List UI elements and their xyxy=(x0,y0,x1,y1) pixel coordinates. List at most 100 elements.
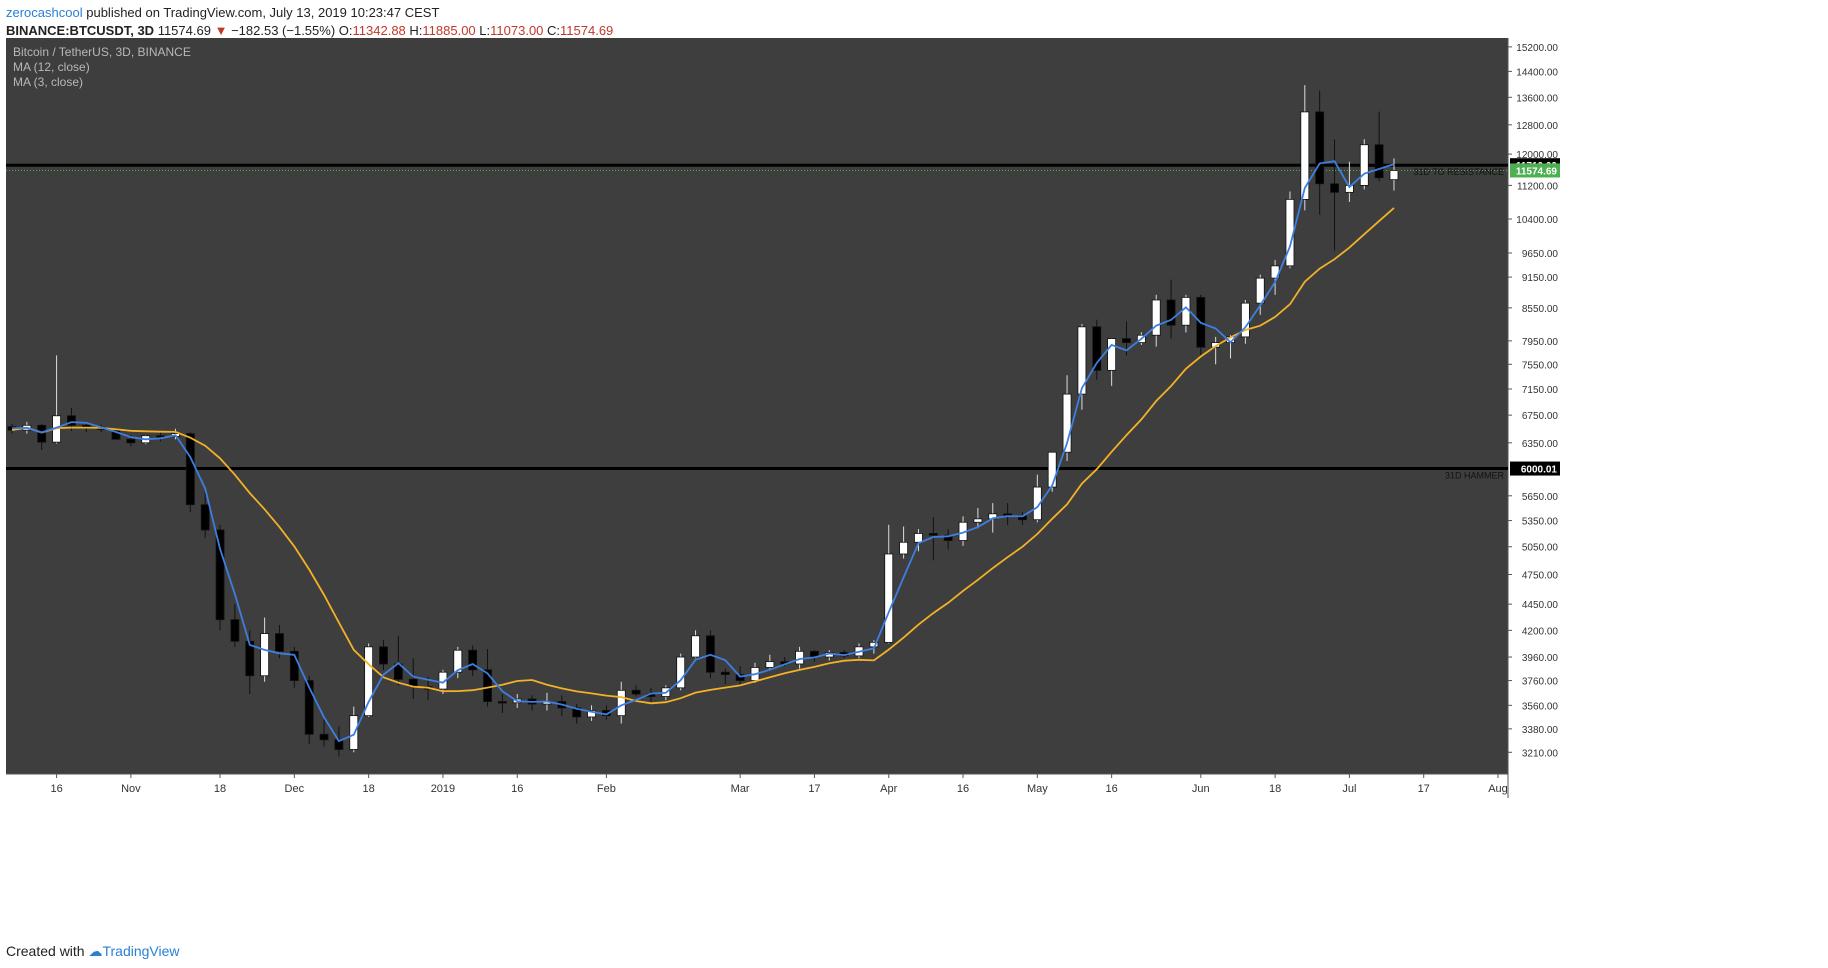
published-text: published on TradingView.com, July 13, 2… xyxy=(86,5,440,20)
candle-up xyxy=(1151,299,1161,336)
candle-up xyxy=(1300,111,1310,200)
price-tick-label: 5050.00 xyxy=(1522,543,1559,554)
last-price-tag xyxy=(1510,163,1560,178)
low-label: L: xyxy=(479,23,491,38)
level-price-tag xyxy=(1510,461,1560,476)
price-tick-label: 12000.00 xyxy=(1516,150,1558,161)
candle-up xyxy=(1255,277,1265,304)
price-tick-label: 12800.00 xyxy=(1516,121,1558,132)
open-value: 11342.88 xyxy=(352,23,406,38)
candle-down xyxy=(1315,111,1325,185)
change-text: −182.53 (−1.55%) xyxy=(231,23,336,38)
tradingview-link[interactable]: TradingView xyxy=(102,943,180,959)
candle-down xyxy=(289,650,299,681)
price-tick-label: 5350.00 xyxy=(1522,517,1559,528)
time-tick-label: Jun xyxy=(1192,783,1210,795)
candle-down xyxy=(497,701,507,704)
price-tick-label: 3960.00 xyxy=(1522,653,1559,664)
price-tick-label: 6350.00 xyxy=(1522,439,1559,450)
price-tick-label: 14400.00 xyxy=(1516,67,1558,78)
candle-down xyxy=(1166,299,1176,326)
open-label: O: xyxy=(338,23,353,38)
time-tick-label: Dec xyxy=(285,783,305,795)
candle-up xyxy=(676,656,686,689)
time-tick-label: 16 xyxy=(511,783,523,795)
price-tick-label: 9150.00 xyxy=(1522,273,1559,284)
time-tick-label: 18 xyxy=(1269,783,1281,795)
price-tick-label: 3760.00 xyxy=(1522,677,1559,688)
price-tick-label: 4200.00 xyxy=(1522,626,1559,637)
candle-down xyxy=(215,529,225,621)
legend-ma12: MA (12, close) xyxy=(13,60,90,74)
time-tick-label: 16 xyxy=(1106,783,1118,795)
price-tick-label: 7950.00 xyxy=(1522,337,1559,348)
price-tick-label: 15200.00 xyxy=(1516,43,1558,54)
time-tick-label: Feb xyxy=(597,783,616,795)
time-tick-label: 17 xyxy=(808,783,820,795)
candle-up xyxy=(914,533,923,543)
candle-down xyxy=(245,640,255,677)
candle-up xyxy=(973,518,983,523)
candle-down xyxy=(275,633,284,652)
candle-down xyxy=(200,504,210,531)
price-tick-label: 4750.00 xyxy=(1522,571,1559,582)
candle-down xyxy=(720,671,730,675)
candle-up xyxy=(899,541,908,555)
candle-down xyxy=(943,534,953,541)
candle-down xyxy=(156,435,166,438)
time-tick-label: May xyxy=(1027,783,1048,795)
candle-down xyxy=(483,669,492,702)
candle-up xyxy=(364,646,374,717)
price-tick-label: 3380.00 xyxy=(1522,725,1559,736)
ma12-line xyxy=(11,207,1395,705)
candle-up xyxy=(438,671,448,690)
time-tick-label: Jul xyxy=(1342,783,1356,795)
price-tick-label: 13600.00 xyxy=(1516,93,1558,104)
level-note: 31D HAMMER xyxy=(1445,471,1505,481)
created-with-text: Created with xyxy=(6,943,85,959)
time-tick-label: 18 xyxy=(363,783,375,795)
candle-up xyxy=(260,633,270,677)
time-tick-label: 18 xyxy=(214,783,226,795)
price-tick-label: 3560.00 xyxy=(1522,701,1559,712)
author-link[interactable]: zerocashcool xyxy=(6,5,83,20)
publish-line: zerocashcool published on TradingView.co… xyxy=(6,4,613,22)
candle-up xyxy=(795,650,804,665)
candle-up xyxy=(1389,170,1399,181)
high-value: 11885.00 xyxy=(422,23,476,38)
ma3-line xyxy=(11,160,1395,743)
price-tick-label: 8550.00 xyxy=(1522,304,1559,315)
candle-down xyxy=(1122,338,1131,343)
price-tick-label: 4450.00 xyxy=(1522,600,1559,611)
last-price-text: 11574.69 xyxy=(157,23,211,38)
candle-down xyxy=(379,646,388,665)
candle-down xyxy=(1092,326,1102,371)
candle-up xyxy=(884,553,894,643)
price-tick-label: 5650.00 xyxy=(1522,492,1559,503)
close-label: C: xyxy=(547,23,561,38)
last-price-label: 11574.69 xyxy=(1516,166,1558,177)
price-tick-label: 6750.00 xyxy=(1522,411,1559,422)
candle-up xyxy=(616,689,626,717)
down-arrow-icon: ▼ xyxy=(214,23,228,38)
time-tick-label: Apr xyxy=(880,783,897,795)
candle-up xyxy=(1077,326,1087,395)
candle-up xyxy=(765,661,775,668)
time-tick-label: 16 xyxy=(50,783,62,795)
candle-up xyxy=(1359,144,1369,186)
candle-down xyxy=(1374,144,1384,179)
candle-down xyxy=(928,533,938,536)
candle-up xyxy=(1047,451,1057,488)
close-value: 11574.69 xyxy=(560,23,614,38)
candle-down xyxy=(304,680,314,735)
candle-down xyxy=(185,433,195,506)
footer: Created with ☁TradingView xyxy=(6,943,180,960)
time-tick-label: 17 xyxy=(1418,783,1430,795)
candle-down xyxy=(319,733,329,741)
level-note: 31D TO RESISTANCE xyxy=(1413,167,1504,177)
candle-down xyxy=(1330,183,1339,193)
candle-down xyxy=(468,649,478,671)
time-tick-label: Aug xyxy=(1488,783,1508,795)
